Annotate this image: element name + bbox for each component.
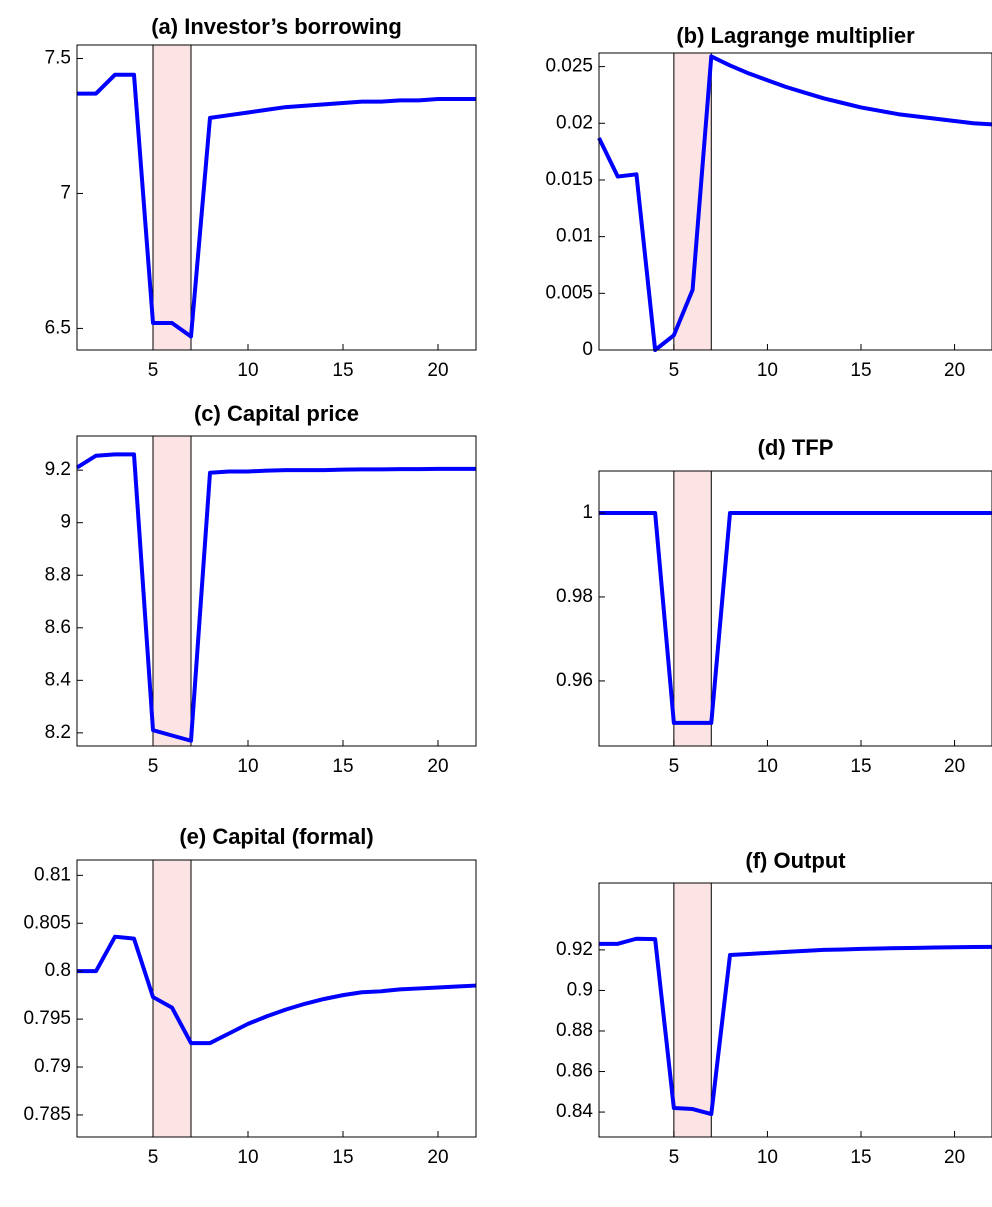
axes-frame [76,435,477,747]
x-tick-label: 15 [850,1147,871,1168]
x-tick-label: 5 [669,1147,680,1168]
y-tick-label: 0.86 [556,1061,593,1082]
x-tick-label: 5 [148,360,159,381]
y-tick-label: 8.8 [45,564,71,585]
y-tick-label: 0.02 [556,112,593,133]
x-tick-label: 20 [427,1147,448,1168]
x-tick-label: 15 [850,360,871,381]
y-tick-label: 0.005 [545,282,593,303]
y-tick-label: 8.6 [45,617,71,638]
y-tick-label: 0.96 [556,670,593,691]
series-line [77,72,476,339]
x-tick-label: 15 [332,360,353,381]
x-tick-label: 15 [850,756,871,777]
y-tick-label: 0.81 [34,864,71,885]
series-line [599,936,992,1117]
y-tick-label: 0.79 [34,1056,71,1077]
y-tick-label: 0.9 [567,979,593,1000]
y-tick-label: 7 [60,182,71,203]
shaded-region [152,435,192,747]
y-tick-label: 0.015 [545,169,593,190]
series-line [77,934,477,1046]
axes-frame [76,859,477,1138]
series-line [599,510,992,725]
y-tick-label: 9.2 [45,459,71,480]
x-tick-label: 5 [148,756,159,777]
y-tick-label: 0.795 [23,1008,71,1029]
x-tick-label: 5 [669,360,680,381]
shaded-region [673,882,712,1138]
panel-title: (c) Capital price [194,401,359,426]
axes-frame [76,44,477,351]
panel-title: (f) Output [745,848,846,873]
x-tick-label: 15 [332,756,353,777]
y-tick-label: 0.8 [45,960,71,981]
x-tick-label: 10 [757,756,778,777]
axes-frame [598,470,992,747]
series-line [597,54,992,352]
y-tick-label: 0.805 [23,912,71,933]
y-tick-label: 9 [60,512,71,533]
y-tick-label: 0 [582,339,593,360]
y-tick-label: 6.5 [45,317,71,338]
y-tick-label: 0.98 [556,586,593,607]
shaded-region [673,470,712,747]
y-tick-label: 8.2 [45,722,71,743]
x-tick-label: 20 [944,1147,965,1168]
x-tick-label: 15 [332,1147,353,1168]
y-tick-label: 0.88 [556,1020,593,1041]
x-tick-label: 10 [237,1147,258,1168]
x-tick-label: 20 [427,756,448,777]
x-tick-label: 5 [669,756,680,777]
x-tick-label: 10 [237,756,258,777]
x-tick-label: 20 [944,756,965,777]
y-tick-label: 0.785 [23,1104,71,1125]
series-line [75,452,476,743]
y-tick-label: 7.5 [45,48,71,69]
x-tick-label: 10 [237,360,258,381]
y-tick-label: 8.4 [45,669,72,690]
y-tick-label: 0.92 [556,939,593,960]
axes-frame [598,882,992,1138]
panel-title: (b) Lagrange multiplier [676,23,915,48]
x-tick-label: 5 [148,1147,159,1168]
panel-title: (d) TFP [758,435,834,460]
y-tick-label: 0.84 [556,1101,593,1122]
x-tick-label: 10 [757,1147,778,1168]
shaded-region [673,52,712,351]
y-tick-label: 0.025 [545,56,593,77]
y-tick-label: 0.01 [556,226,593,247]
axes-frame [598,52,992,351]
x-tick-label: 20 [427,360,448,381]
y-tick-label: 1 [582,502,593,523]
x-tick-label: 20 [944,360,965,381]
shaded-region [152,44,192,351]
panel-title: (a) Investor’s borrowing [151,14,402,39]
panel-title: (e) Capital (formal) [179,824,373,849]
x-tick-label: 10 [757,360,778,381]
